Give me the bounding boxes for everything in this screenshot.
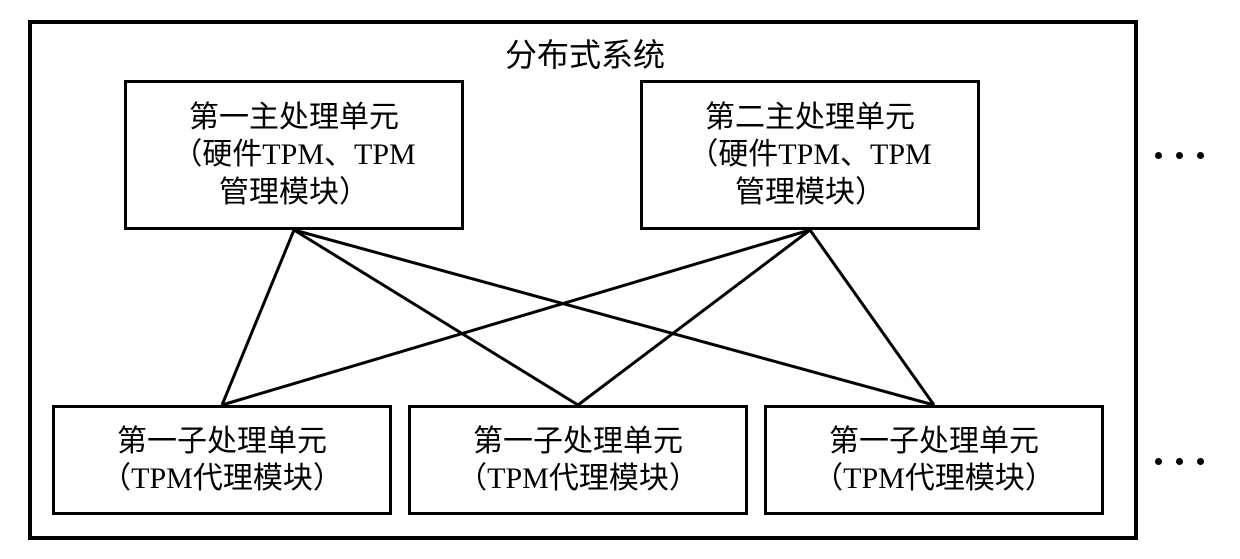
sub-unit-2-line1: 第一子处理单元: [473, 423, 683, 461]
dot-icon: [1155, 152, 1162, 159]
main-unit-2-line2: （硬件TPM、TPM: [688, 136, 931, 174]
main-unit-2-line3: 管理模块）: [735, 174, 885, 212]
dot-icon: [1176, 458, 1183, 465]
main-unit-2: 第二主处理单元 （硬件TPM、TPM 管理模块）: [640, 80, 980, 230]
sub-unit-1-line2: （TPM代理模块）: [101, 460, 343, 498]
dot-icon: [1155, 458, 1162, 465]
main-unit-2-line1: 第二主处理单元: [705, 99, 915, 137]
system-title: 分布式系统: [420, 30, 750, 70]
dot-icon: [1176, 152, 1183, 159]
sub-unit-2-line2: （TPM代理模块）: [457, 460, 699, 498]
sub-unit-1: 第一子处理单元 （TPM代理模块）: [52, 405, 392, 515]
sub-unit-3-line1: 第一子处理单元: [829, 423, 1039, 461]
ellipsis-top-icon: [1155, 152, 1204, 159]
dot-icon: [1197, 152, 1204, 159]
sub-unit-3: 第一子处理单元 （TPM代理模块）: [764, 405, 1104, 515]
main-unit-1-line2: （硬件TPM、TPM: [172, 136, 415, 174]
sub-unit-2: 第一子处理单元 （TPM代理模块）: [408, 405, 748, 515]
dot-icon: [1197, 458, 1204, 465]
main-unit-1: 第一主处理单元 （硬件TPM、TPM 管理模块）: [124, 80, 464, 230]
sub-unit-3-line2: （TPM代理模块）: [813, 460, 1055, 498]
ellipsis-bottom-icon: [1155, 458, 1204, 465]
main-unit-1-line1: 第一主处理单元: [189, 99, 399, 137]
main-unit-1-line3: 管理模块）: [219, 174, 369, 212]
sub-unit-1-line1: 第一子处理单元: [117, 423, 327, 461]
